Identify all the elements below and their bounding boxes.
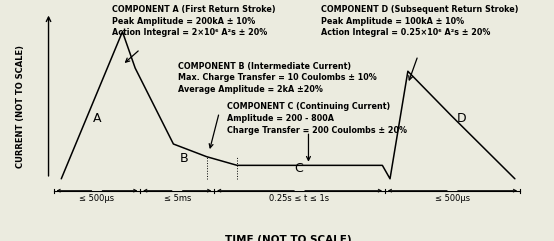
Text: COMPONENT C (Continuing Current)
Amplitude = 200 - 800A
Charge Transfer = 200 Co: COMPONENT C (Continuing Current) Amplitu… xyxy=(227,102,407,134)
Text: ≤ 500μs: ≤ 500μs xyxy=(435,194,470,203)
Text: CURRENT (NOT TO SCALE): CURRENT (NOT TO SCALE) xyxy=(16,45,25,167)
Text: B: B xyxy=(179,152,188,165)
Text: TIME (NOT TO SCALE): TIME (NOT TO SCALE) xyxy=(225,234,351,241)
Text: ≤ 5ms: ≤ 5ms xyxy=(163,194,191,203)
Text: COMPONENT B (Intermediate Current)
Max. Charge Transfer = 10 Coulombs ± 10%
Aver: COMPONENT B (Intermediate Current) Max. … xyxy=(178,61,377,94)
Text: 0.25s ≤ t ≤ 1s: 0.25s ≤ t ≤ 1s xyxy=(269,194,330,203)
Text: COMPONENT A (First Return Stroke)
Peak Amplitude = 200kA ± 10%
Action Integral =: COMPONENT A (First Return Stroke) Peak A… xyxy=(112,5,276,37)
Text: A: A xyxy=(93,112,101,125)
Text: C: C xyxy=(294,162,302,175)
Text: D: D xyxy=(456,112,466,125)
Text: ≤ 500μs: ≤ 500μs xyxy=(79,194,115,203)
Text: COMPONENT D (Subsequent Return Stroke)
Peak Amplitude = 100kA ± 10%
Action Integ: COMPONENT D (Subsequent Return Stroke) P… xyxy=(321,5,519,37)
